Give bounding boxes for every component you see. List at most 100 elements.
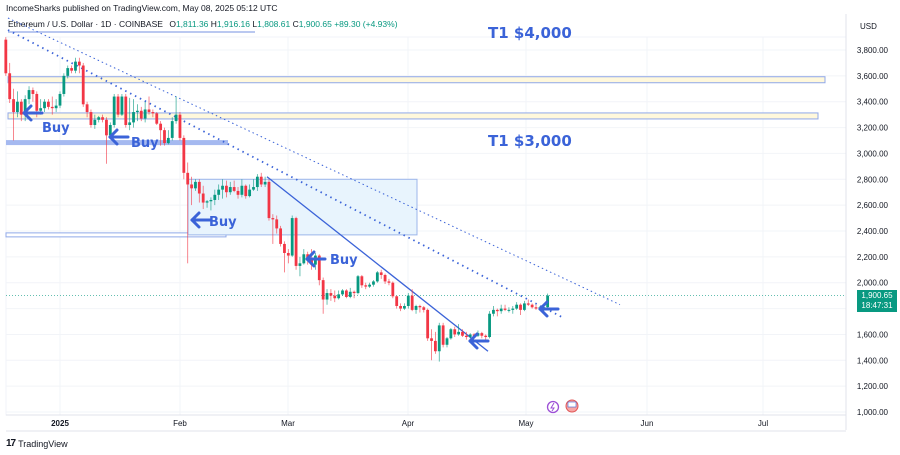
candle-body[interactable]	[329, 293, 333, 296]
candle-body[interactable]	[403, 305, 406, 309]
candle-body[interactable]	[503, 308, 507, 310]
candle-body[interactable]	[368, 284, 371, 287]
candle-body[interactable]	[225, 185, 228, 193]
candle-body[interactable]	[31, 90, 35, 94]
candle-body[interactable]	[294, 218, 298, 266]
candle-body[interactable]	[50, 106, 54, 109]
candle-body[interactable]	[418, 305, 422, 308]
candle-body[interactable]	[178, 114, 182, 138]
candle-body[interactable]	[406, 295, 410, 306]
candle-body[interactable]	[252, 187, 255, 190]
candle-body[interactable]	[395, 296, 399, 306]
candle-body[interactable]	[534, 307, 538, 309]
candle-body[interactable]	[321, 280, 325, 300]
candle-body[interactable]	[182, 137, 186, 173]
candle-body[interactable]	[197, 181, 201, 194]
candle-body[interactable]	[244, 185, 248, 197]
candle-body[interactable]	[209, 199, 213, 202]
candle-body[interactable]	[236, 190, 240, 195]
candle-body[interactable]	[85, 104, 89, 113]
candle-body[interactable]	[93, 119, 97, 125]
candle-body[interactable]	[27, 90, 31, 100]
candle-body[interactable]	[422, 307, 426, 310]
candle-body[interactable]	[194, 181, 197, 189]
candle-body[interactable]	[143, 109, 147, 119]
candle-body[interactable]	[414, 305, 418, 310]
candle-body[interactable]	[480, 333, 484, 336]
candle-body[interactable]	[399, 305, 402, 309]
candle-body[interactable]	[317, 255, 321, 281]
candle-body[interactable]	[205, 201, 209, 203]
candle-body[interactable]	[166, 137, 170, 144]
candle-body[interactable]	[35, 93, 39, 111]
candle-body[interactable]	[170, 121, 174, 138]
candle-body[interactable]	[526, 303, 530, 305]
candle-body[interactable]	[348, 291, 352, 297]
candle-body[interactable]	[58, 93, 62, 106]
candle-body[interactable]	[372, 281, 375, 285]
candle-body[interactable]	[66, 68, 70, 76]
candle-body[interactable]	[337, 294, 341, 299]
candle-body[interactable]	[344, 290, 348, 297]
candle-body[interactable]	[54, 105, 58, 109]
candle-body[interactable]	[89, 112, 93, 125]
candle-body[interactable]	[391, 282, 395, 297]
candle-body[interactable]	[267, 181, 271, 219]
candle-body[interactable]	[19, 101, 23, 115]
candle-body[interactable]	[12, 99, 15, 113]
candle-body[interactable]	[186, 172, 190, 185]
candle-body[interactable]	[163, 130, 166, 144]
candle-body[interactable]	[39, 108, 43, 111]
candle-body[interactable]	[101, 117, 104, 120]
candle-body[interactable]	[255, 176, 259, 188]
candle-body[interactable]	[364, 285, 368, 287]
candle-body[interactable]	[283, 243, 286, 253]
candle-body[interactable]	[298, 263, 302, 266]
candle-body[interactable]	[248, 189, 252, 197]
candle-body[interactable]	[360, 276, 364, 286]
candle-body[interactable]	[383, 274, 387, 282]
candle-body[interactable]	[356, 276, 360, 294]
candle-body[interactable]	[16, 101, 19, 113]
symbol-name[interactable]: Ethereum / U.S. Dollar · 1D · COINBASE	[8, 19, 163, 29]
candle-body[interactable]	[379, 272, 383, 275]
candle-body[interactable]	[128, 122, 132, 125]
candle-body[interactable]	[139, 110, 143, 119]
lightning-event-icon[interactable]	[546, 400, 560, 414]
candle-body[interactable]	[492, 309, 495, 314]
candle-body[interactable]	[437, 325, 441, 352]
candle-body[interactable]	[530, 304, 534, 308]
candle-body[interactable]	[108, 124, 112, 136]
candle-body[interactable]	[120, 96, 124, 115]
candle-body[interactable]	[217, 189, 221, 195]
candle-body[interactable]	[279, 228, 282, 244]
candle-body[interactable]	[290, 218, 294, 256]
candle-body[interactable]	[511, 308, 515, 310]
candle-body[interactable]	[495, 309, 499, 312]
candle-body[interactable]	[116, 96, 120, 115]
candle-body[interactable]	[136, 110, 139, 113]
candle-body[interactable]	[232, 187, 236, 191]
candle-body[interactable]	[426, 309, 430, 339]
candle-body[interactable]	[507, 309, 511, 311]
candle-body[interactable]	[240, 185, 244, 195]
candle-body[interactable]	[112, 96, 116, 125]
candle-body[interactable]	[461, 331, 464, 336]
candle-body[interactable]	[375, 272, 379, 282]
candle-body[interactable]	[190, 184, 193, 189]
symbol-legend[interactable]: Ethereum / U.S. Dollar · 1D · COINBASE O…	[8, 19, 398, 29]
candle-body[interactable]	[286, 252, 290, 256]
candle-body[interactable]	[259, 176, 263, 185]
candle-body[interactable]	[147, 109, 151, 113]
candle-body[interactable]	[174, 114, 178, 122]
candle-body[interactable]	[449, 329, 453, 339]
candle-body[interactable]	[271, 218, 275, 220]
candle-body[interactable]	[43, 101, 46, 109]
candle-body[interactable]	[81, 65, 85, 105]
candle-body[interactable]	[352, 291, 356, 294]
candle-body[interactable]	[333, 295, 337, 299]
candle-body[interactable]	[8, 73, 12, 100]
candle-body[interactable]	[4, 39, 8, 74]
candle-body[interactable]	[46, 101, 50, 107]
candle-body[interactable]	[70, 68, 74, 71]
